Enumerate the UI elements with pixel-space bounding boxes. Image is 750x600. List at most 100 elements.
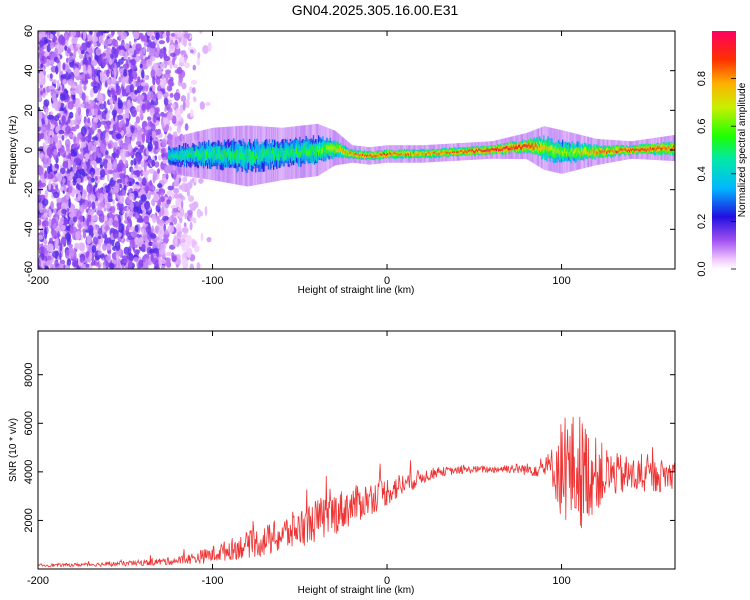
noise-speckle xyxy=(38,119,43,127)
noise-speckle xyxy=(75,169,82,179)
signal-cell xyxy=(203,148,206,155)
noise-speckle xyxy=(135,140,142,146)
signal-cell xyxy=(221,149,224,156)
noise-speckle xyxy=(83,190,87,198)
noise-speckle xyxy=(163,97,169,106)
noise-speckle xyxy=(44,170,48,179)
noise-speckle xyxy=(56,201,63,210)
noise-speckle xyxy=(114,67,117,77)
signal-cell xyxy=(202,151,205,157)
noise-speckle xyxy=(64,45,68,51)
noise-speckle xyxy=(73,157,81,164)
noise-speckle xyxy=(111,77,116,84)
noise-speckle xyxy=(38,179,42,188)
signal-cell xyxy=(221,149,224,162)
noise-speckle xyxy=(161,138,167,147)
signal-cell xyxy=(233,154,235,161)
noise-speckle xyxy=(88,47,93,55)
noise-speckle xyxy=(40,90,43,96)
noise-speckle xyxy=(139,109,144,119)
noise-speckle xyxy=(121,189,127,196)
noise-speckle xyxy=(104,233,108,244)
noise-speckle xyxy=(152,170,158,181)
noise-speckle xyxy=(67,101,74,110)
signal-cell xyxy=(172,154,175,159)
noise-speckle xyxy=(45,220,49,226)
noise-speckle xyxy=(106,202,111,209)
noise-speckle xyxy=(192,64,197,71)
noise-speckle xyxy=(44,227,47,234)
noise-speckle xyxy=(82,31,87,40)
noise-speckle xyxy=(138,214,143,224)
noise-speckle xyxy=(173,187,180,194)
noise-speckle xyxy=(136,166,143,172)
signal-cell xyxy=(174,153,177,159)
noise-speckle xyxy=(87,158,91,167)
noise-speckle xyxy=(92,224,96,235)
noise-speckle xyxy=(166,35,170,43)
noise-speckle xyxy=(145,257,148,267)
signal-cell xyxy=(183,154,186,160)
signal-cell xyxy=(185,151,187,162)
noise-speckle xyxy=(38,96,42,101)
noise-speckle xyxy=(99,201,104,207)
noise-speckle xyxy=(110,53,114,60)
noise-speckle xyxy=(69,171,75,178)
noise-speckle xyxy=(128,192,135,201)
noise-speckle xyxy=(147,93,151,100)
noise-speckle xyxy=(58,99,61,108)
noise-speckle xyxy=(57,133,62,140)
noise-speckle xyxy=(51,218,57,224)
noise-speckle xyxy=(189,221,193,231)
noise-speckle xyxy=(71,260,78,267)
signal-cell xyxy=(236,149,238,157)
noise-speckle xyxy=(146,47,151,53)
noise-speckle xyxy=(80,126,87,137)
noise-speckle xyxy=(91,59,98,67)
noise-speckle xyxy=(70,181,74,187)
noise-speckle xyxy=(107,49,110,55)
signal-cell xyxy=(182,151,185,157)
noise-speckle xyxy=(96,49,101,55)
noise-speckle xyxy=(122,81,126,87)
signal-cell xyxy=(229,153,231,160)
noise-speckle xyxy=(170,39,174,45)
noise-speckle xyxy=(142,169,149,177)
noise-speckle xyxy=(192,177,195,183)
noise-speckle xyxy=(168,44,176,54)
noise-speckle xyxy=(158,188,166,196)
noise-speckle xyxy=(68,55,73,63)
noise-speckle xyxy=(87,176,92,181)
noise-speckle xyxy=(112,229,119,240)
noise-speckle xyxy=(162,159,169,164)
noise-speckle xyxy=(72,143,78,149)
noise-speckle xyxy=(99,34,103,44)
noise-speckle xyxy=(132,132,139,138)
noise-speckle xyxy=(79,215,84,223)
noise-speckle xyxy=(114,94,118,102)
signal-cell xyxy=(238,154,241,161)
noise-speckle xyxy=(148,51,155,58)
noise-speckle xyxy=(104,107,108,115)
noise-speckle xyxy=(82,231,87,239)
noise-speckle xyxy=(119,120,126,129)
signal-cell xyxy=(168,155,170,160)
noise-speckle xyxy=(206,237,212,243)
noise-speckle xyxy=(162,215,169,221)
signal-cell xyxy=(237,151,240,159)
noise-speckle xyxy=(129,74,134,82)
noise-speckle xyxy=(58,130,65,135)
noise-speckle xyxy=(47,173,54,180)
noise-speckle xyxy=(38,166,44,176)
noise-speckle xyxy=(141,69,145,79)
noise-speckle xyxy=(101,223,107,233)
noise-speckle xyxy=(104,196,109,206)
noise-speckle xyxy=(178,74,183,84)
signal-cell xyxy=(192,154,194,160)
noise-speckle xyxy=(142,35,148,42)
noise-speckle xyxy=(187,92,190,102)
signal-cell xyxy=(186,148,188,159)
noise-speckle xyxy=(131,167,134,176)
signal-cell xyxy=(197,154,200,161)
noise-speckle xyxy=(47,114,54,120)
